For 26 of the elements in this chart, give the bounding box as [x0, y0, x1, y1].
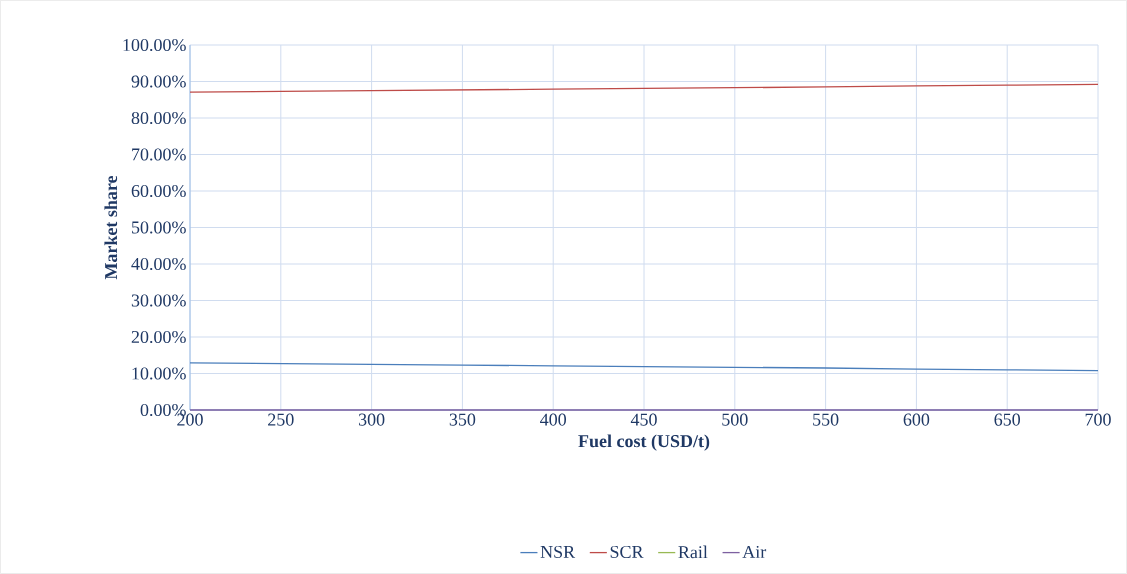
legend-label: SCR [610, 545, 644, 558]
x-tick-label: 450 [630, 413, 657, 426]
x-tick-label: 350 [449, 413, 476, 426]
y-tick-label: 60.00% [131, 184, 186, 198]
y-tick-label: 80.00% [131, 111, 186, 125]
y-tick-label: 70.00% [132, 148, 186, 161]
y-tick-label: 20.00% [131, 330, 186, 344]
y-tick-label: 50.00% [132, 221, 186, 234]
y-tick-label: 30.00% [131, 294, 186, 307]
x-tick-label: 300 [358, 413, 385, 426]
x-tick-label: 550 [813, 413, 839, 426]
x-tick-label: 500 [722, 413, 748, 426]
x-tick-label: 400 [540, 413, 567, 426]
legend-label: Rail [678, 545, 708, 559]
x-tick-label: 700 [1085, 413, 1111, 426]
y-tick-label: 90.00% [131, 75, 186, 88]
y-tick-label: 40.00% [131, 257, 186, 271]
x-tick-label: 250 [268, 413, 294, 426]
legend-label: Air [742, 545, 767, 558]
legend-label: NSR [540, 545, 576, 558]
y-axis-title: Market share [104, 175, 118, 280]
y-tick-label: 10.00% [132, 367, 186, 380]
x-tick-label: 600 [903, 413, 930, 426]
x-axis-title: Fuel cost (USD/t) [578, 434, 710, 451]
y-tick-label: 100.00% [123, 38, 186, 52]
x-tick-label: 650 [994, 413, 1021, 426]
